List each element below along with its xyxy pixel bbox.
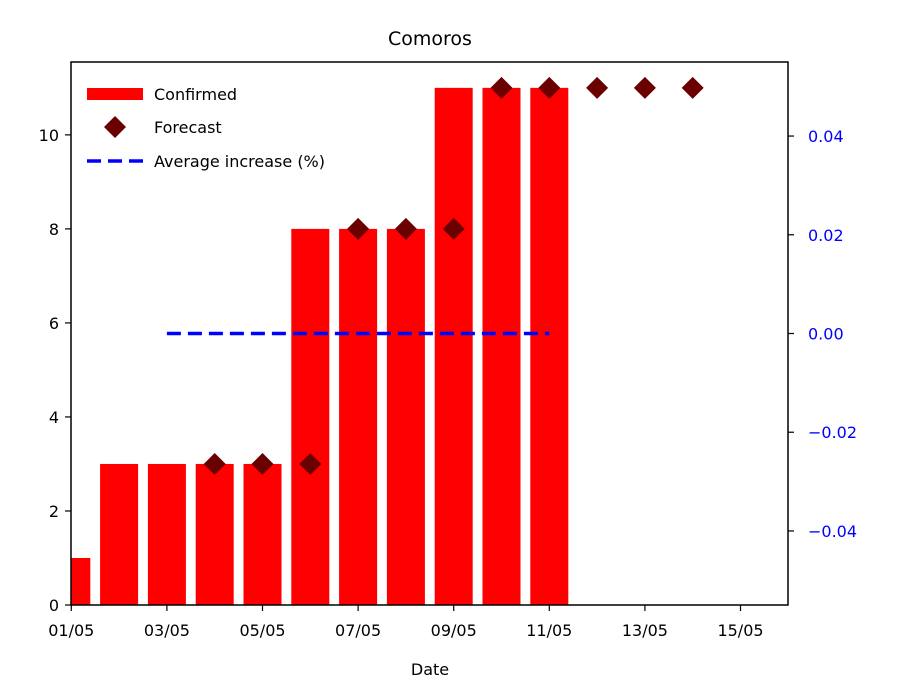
bar bbox=[386, 228, 425, 605]
bar bbox=[195, 463, 234, 605]
y-tick-label: 4 bbox=[49, 408, 59, 427]
y2-tick-label: 0.00 bbox=[808, 325, 844, 344]
x-tick-label: 01/05 bbox=[48, 621, 94, 640]
y-tick-label: 10 bbox=[39, 126, 59, 145]
forecast-marker bbox=[681, 76, 704, 99]
bar bbox=[291, 228, 330, 605]
x-tick-label: 11/05 bbox=[526, 621, 572, 640]
legend-swatch-confirmed bbox=[87, 88, 143, 100]
legend-label: Average increase (%) bbox=[154, 152, 325, 171]
forecast-marker bbox=[442, 217, 465, 240]
bar bbox=[100, 463, 139, 605]
bar bbox=[5, 558, 43, 605]
x-tick-label: 15/05 bbox=[717, 621, 763, 640]
y-axis-right: −0.04 −0.02 0.00 0.02 0.04 bbox=[788, 127, 857, 541]
y2-tick-label: −0.04 bbox=[808, 522, 857, 541]
y2-tick-label: 0.02 bbox=[808, 226, 844, 245]
bar bbox=[71, 557, 91, 605]
legend: Confirmed Forecast Average increase (%) bbox=[87, 85, 325, 171]
y-axis-left: 0 2 4 6 8 10 bbox=[39, 126, 71, 615]
y2-tick-label: 0.04 bbox=[808, 127, 844, 146]
y-tick-label: 8 bbox=[49, 220, 59, 239]
y-tick-label: 6 bbox=[49, 314, 59, 333]
forecast-marker bbox=[251, 452, 274, 475]
forecast-marker bbox=[347, 217, 370, 240]
x-tick-label: 13/05 bbox=[622, 621, 668, 640]
bar bbox=[243, 463, 282, 605]
legend-label: Confirmed bbox=[154, 85, 237, 104]
x-tick-label: 07/05 bbox=[335, 621, 381, 640]
forecast-marker bbox=[538, 76, 561, 99]
y-tick-label: 0 bbox=[49, 596, 59, 615]
forecast-marker bbox=[633, 76, 656, 99]
x-axis-label: Date bbox=[411, 660, 449, 679]
forecast-marker bbox=[394, 217, 417, 240]
chart-title: Comoros bbox=[388, 28, 472, 50]
forecast-marker bbox=[586, 76, 609, 99]
legend-label: Forecast bbox=[154, 118, 222, 137]
bar bbox=[147, 463, 186, 605]
legend-swatch-forecast bbox=[104, 116, 126, 138]
y2-tick-label: −0.02 bbox=[808, 423, 857, 442]
forecast-marker bbox=[299, 452, 322, 475]
bar bbox=[339, 228, 378, 605]
y-tick-label: 2 bbox=[49, 502, 59, 521]
x-tick-label: 09/05 bbox=[431, 621, 477, 640]
bar bbox=[530, 87, 569, 605]
forecast-marker bbox=[490, 76, 513, 99]
forecast-marker bbox=[203, 452, 226, 475]
bar-series-confirmed bbox=[5, 87, 569, 605]
x-tick-label: 05/05 bbox=[239, 621, 285, 640]
x-tick-label: 03/05 bbox=[144, 621, 190, 640]
scatter-series-forecast bbox=[203, 76, 704, 475]
bar bbox=[482, 87, 521, 605]
bar bbox=[434, 87, 473, 605]
x-axis: 01/05 03/05 05/05 07/05 09/05 11/05 13/05 15/05 bbox=[48, 605, 764, 640]
